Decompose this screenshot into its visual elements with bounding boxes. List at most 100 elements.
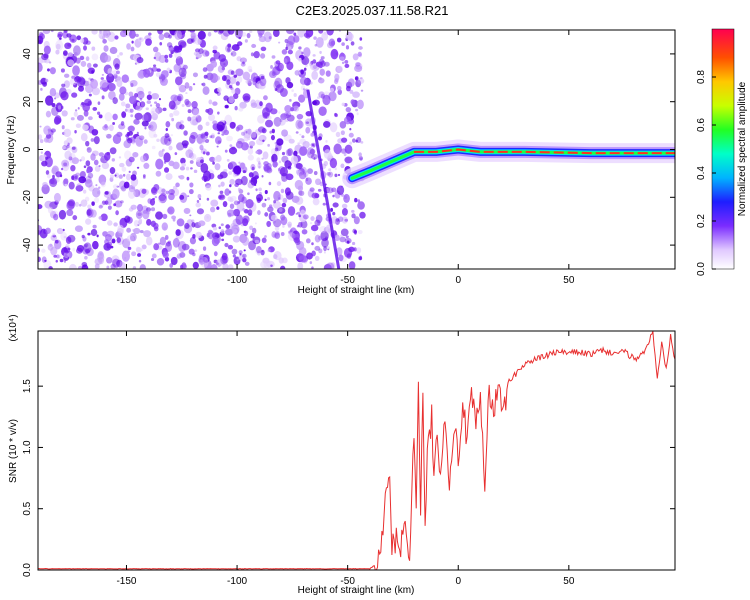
noise-blob: [343, 152, 347, 157]
noise-blob: [344, 59, 349, 64]
noise-blob: [159, 77, 168, 86]
noise-blob: [186, 176, 190, 181]
noise-blob: [179, 194, 185, 200]
noise-blob: [90, 79, 99, 89]
noise-blob: [310, 132, 315, 137]
noise-blob: [226, 135, 233, 142]
noise-blob: [313, 157, 316, 160]
noise-blob: [262, 112, 270, 119]
noise-blob: [206, 197, 210, 201]
noise-blob: [249, 178, 252, 181]
noise-blob: [148, 32, 152, 36]
noise-blob: [299, 76, 308, 85]
spectrogram-xtick-label: 50: [563, 275, 575, 286]
noise-blob: [278, 41, 281, 44]
noise-blob: [151, 113, 158, 121]
noise-blob: [168, 145, 173, 151]
noise-blob: [112, 113, 118, 121]
noise-blob: [62, 145, 66, 150]
noise-blob: [118, 174, 123, 179]
noise-blob: [357, 51, 362, 57]
noise-blob: [245, 79, 250, 84]
noise-blob: [154, 101, 158, 104]
noise-blob: [301, 56, 310, 66]
noise-blob: [212, 101, 218, 106]
noise-blob: [62, 228, 65, 232]
noise-blob: [339, 56, 345, 61]
noise-blob: [184, 222, 190, 230]
noise-blob: [104, 123, 108, 129]
noise-blob: [222, 263, 229, 269]
noise-blob: [281, 49, 288, 55]
noise-blob: [268, 170, 271, 174]
noise-blob: [232, 254, 236, 258]
noise-blob: [189, 182, 194, 188]
noise-blob: [198, 255, 206, 265]
noise-blob: [63, 245, 71, 254]
noise-blob: [277, 207, 286, 214]
noise-blob: [45, 227, 51, 234]
noise-blob: [146, 94, 153, 101]
noise-blob: [143, 162, 150, 170]
noise-blob: [344, 63, 350, 68]
noise-blob: [59, 258, 64, 263]
noise-blob: [120, 121, 125, 126]
noise-blob: [229, 76, 237, 85]
noise-blob: [114, 174, 117, 177]
noise-blob: [334, 113, 338, 118]
noise-blob: [86, 208, 94, 218]
noise-blob: [188, 248, 195, 255]
noise-blob: [237, 187, 241, 192]
noise-blob: [176, 253, 182, 259]
noise-blob: [214, 163, 221, 171]
noise-blob: [145, 38, 152, 46]
noise-blob: [260, 53, 266, 59]
noise-blob: [112, 70, 118, 76]
noise-blob: [85, 140, 90, 147]
noise-blob: [121, 74, 130, 83]
noise-blob: [271, 55, 276, 59]
noise-blob: [38, 39, 42, 44]
noise-blob: [199, 144, 204, 151]
noise-blob: [168, 192, 175, 201]
noise-blob: [123, 181, 130, 189]
noise-blob: [108, 90, 116, 100]
noise-blob: [136, 203, 143, 212]
noise-blob: [231, 88, 236, 94]
noise-blob: [221, 133, 225, 136]
noise-blob: [104, 200, 109, 205]
noise-blob: [83, 45, 87, 51]
noise-blob: [262, 139, 265, 143]
noise-blob: [302, 214, 309, 220]
noise-blob: [54, 97, 57, 100]
snr-xtick-label: -100: [227, 576, 247, 587]
noise-blob: [317, 77, 325, 84]
snr-ylabel: SNR (10 * v/v): [8, 419, 19, 483]
noise-blob: [285, 173, 294, 181]
noise-blob: [112, 184, 119, 189]
noise-blob: [83, 165, 87, 169]
noise-blob: [287, 223, 292, 229]
noise-blob: [86, 146, 92, 153]
noise-blob: [246, 32, 251, 39]
noise-blob: [162, 107, 167, 112]
noise-blob: [245, 199, 254, 209]
noise-blob: [117, 54, 120, 58]
noise-blob: [109, 174, 114, 179]
noise-blob: [168, 188, 175, 195]
noise-blob: [222, 255, 229, 264]
noise-blob: [124, 150, 132, 160]
noise-blob: [85, 247, 94, 257]
snr-xtick-label: 50: [563, 576, 575, 587]
noise-blob: [313, 36, 317, 40]
noise-blob: [50, 128, 56, 133]
noise-blob: [81, 261, 88, 268]
noise-blob: [141, 244, 147, 250]
noise-blob: [116, 79, 123, 88]
noise-blob: [254, 222, 257, 225]
noise-blob: [244, 261, 250, 266]
noise-blob: [314, 43, 318, 47]
noise-blob: [133, 118, 140, 125]
noise-blob: [215, 75, 220, 81]
noise-blob: [158, 150, 164, 158]
